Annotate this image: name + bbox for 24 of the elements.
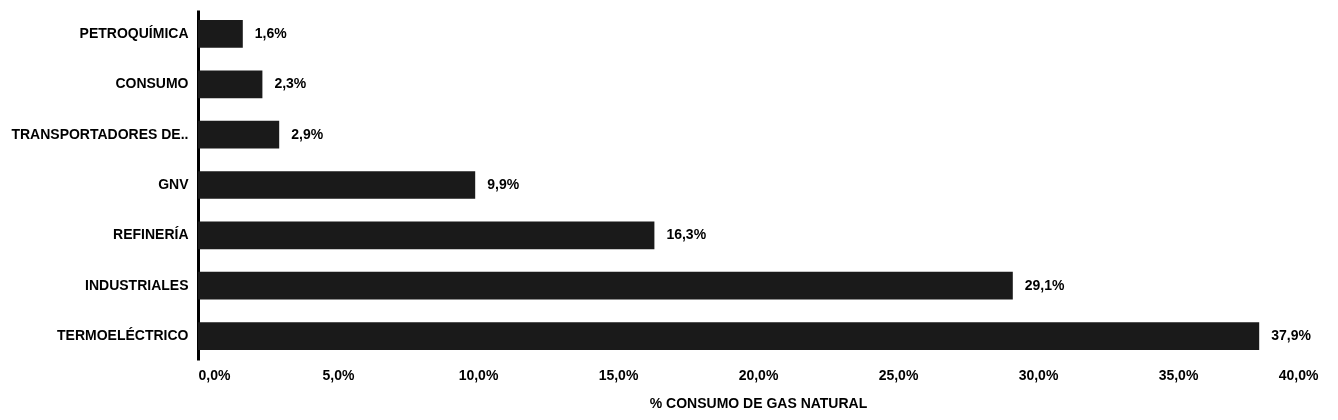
y-tick-label: REFINERÍA (113, 226, 189, 243)
x-tick-label: 30,0% (1018, 366, 1059, 383)
data-label: 9,9% (487, 176, 520, 192)
y-tick-label: TRANSPORTADORES DE.. (11, 125, 189, 142)
y-tick-label: GNV (158, 176, 190, 192)
x-tick-label: 35,0% (1158, 366, 1199, 383)
data-label: 37,9% (1271, 327, 1312, 344)
x-axis-title: % CONSUMO DE GAS NATURAL (649, 394, 868, 411)
data-label: 2,3% (274, 75, 307, 92)
x-tick-label: 15,0% (598, 366, 639, 383)
x-tick-label: 25,0% (878, 366, 919, 383)
y-tick-label: CONSUMO (115, 75, 189, 92)
x-tick-label: 40,0% (1278, 366, 1320, 383)
data-label: 16,3% (666, 226, 707, 243)
x-tick-label: 10,0% (458, 366, 499, 383)
y-tick-label: TERMOELÉCTRICO (57, 327, 189, 344)
data-label: 1,6% (254, 24, 288, 41)
y-tick-label: PETROQUÍMICA (79, 24, 189, 41)
x-tick-label: 0,0% (198, 366, 231, 383)
y-tick-label: INDUSTRIALES (85, 276, 189, 293)
x-tick-label: 5,0% (322, 366, 355, 383)
data-label: 2,9% (291, 125, 324, 142)
data-label: 29,1% (1024, 276, 1066, 293)
x-tick-label: 20,0% (738, 366, 779, 383)
